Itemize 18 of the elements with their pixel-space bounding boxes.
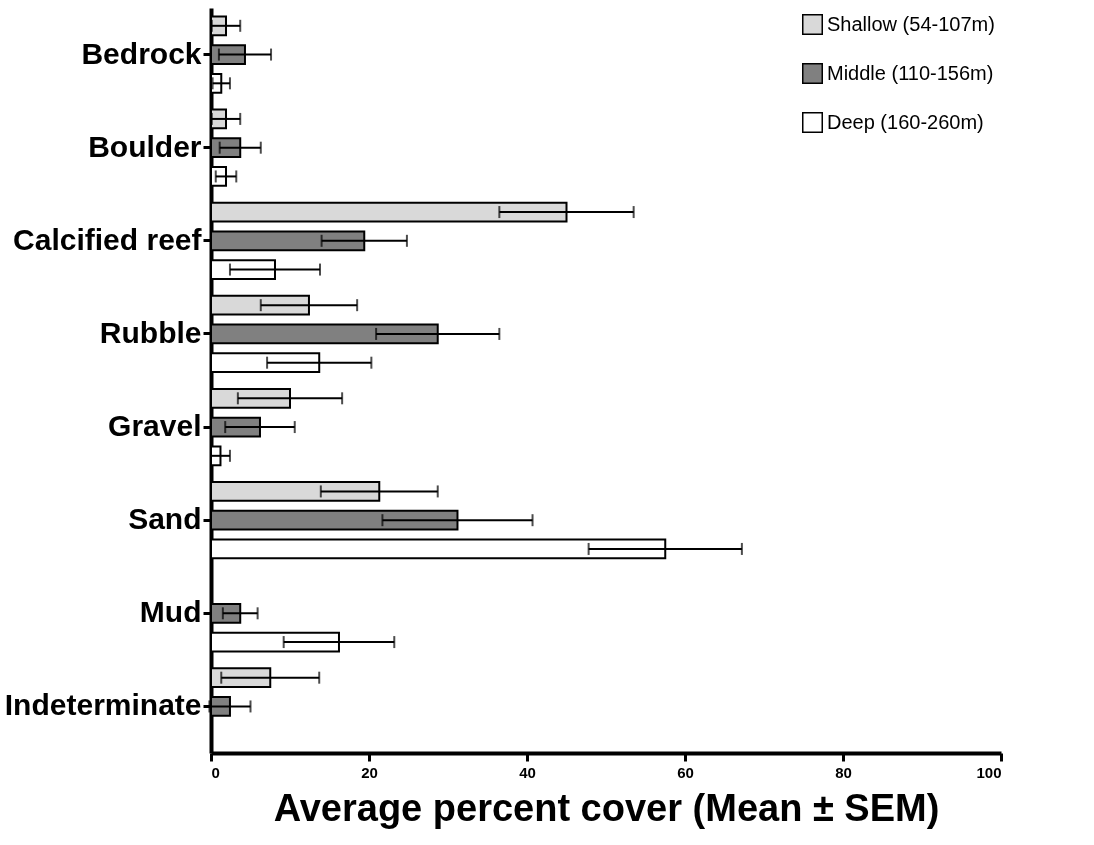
- legend-label: Middle (110-156m): [827, 61, 994, 84]
- y-tick-label: Calcified reef: [13, 222, 203, 256]
- y-tick-label: Indeterminate: [4, 688, 202, 722]
- y-tick-label: Mud: [139, 595, 202, 629]
- legend-label: Deep (160-260m): [827, 110, 984, 133]
- x-tick-label: 80: [835, 763, 852, 781]
- legend-label: Shallow (54-107m): [827, 12, 995, 35]
- y-tick-label: Boulder: [88, 129, 202, 163]
- x-tick-label: 20: [361, 763, 378, 781]
- y-tick-label: Gravel: [108, 409, 202, 443]
- x-tick-label: 100: [976, 763, 1002, 781]
- x-tick-label: 40: [519, 763, 536, 781]
- y-tick-label: Sand: [128, 502, 202, 536]
- y-tick-label: Bedrock: [81, 36, 202, 70]
- x-tick-label: 60: [677, 763, 694, 781]
- x-tick-label: 0: [211, 763, 220, 781]
- x-axis-title: Average percent cover (Mean ± SEM): [273, 786, 940, 829]
- y-tick-label: Rubble: [99, 315, 202, 349]
